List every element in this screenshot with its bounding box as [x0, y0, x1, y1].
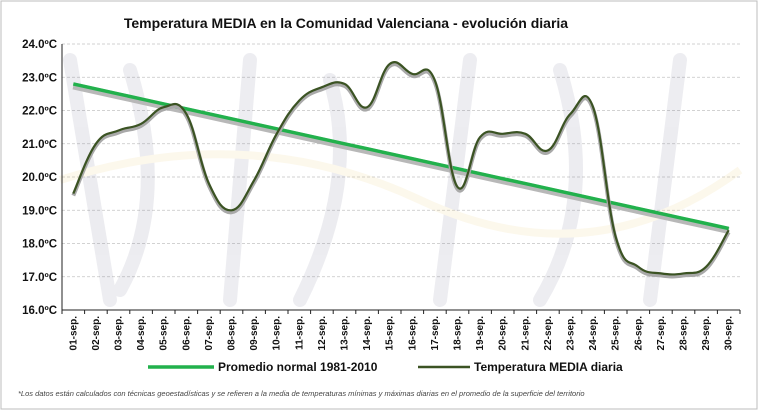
x-tick-label: 26-sep. — [633, 316, 644, 351]
x-tick-label: 19-sep. — [475, 316, 486, 351]
x-tick-label: 05-sep. — [159, 316, 170, 351]
x-tick-label: 20-sep. — [498, 316, 509, 351]
x-tick-label: 09-sep. — [249, 316, 260, 351]
axes — [61, 44, 741, 314]
y-tick-label: 20.0ºC — [22, 172, 57, 184]
y-tick-label: 24.0ºC — [22, 39, 57, 51]
x-tick-label: 17-sep. — [430, 316, 441, 351]
x-tick-label: 02-sep. — [91, 316, 102, 351]
x-tick-label: 11-sep. — [294, 316, 305, 350]
x-tick-label: 27-sep. — [656, 316, 667, 351]
y-tick-labels: 16.0ºC 17.0ºC 18.0ºC 19.0ºC 20.0ºC 21.0ºC 22.0… — [22, 39, 57, 317]
legend: Promedio normal 1981-2010 Temperatura MED… — [148, 360, 623, 374]
x-tick-label: 13-sep. — [340, 316, 351, 351]
y-tick-label: 22.0ºC — [22, 106, 57, 118]
chart-title: Temperatura MEDIA en la Comunidad Valenc… — [124, 15, 568, 31]
y-tick-label: 21.0ºC — [22, 139, 57, 151]
y-tick-label: 18.0ºC — [22, 239, 57, 251]
x-tick-label: 25-sep. — [611, 316, 622, 351]
x-tick-label: 06-sep. — [181, 316, 192, 351]
y-tick-label: 16.0ºC — [22, 305, 57, 317]
x-tick-label: 21-sep. — [520, 316, 531, 351]
y-tick-label: 23.0ºC — [22, 72, 57, 84]
legend-label: Promedio normal 1981-2010 — [218, 360, 378, 374]
y-tick-label: 19.0ºC — [22, 205, 57, 217]
series-line-temperatura-media — [72, 61, 730, 276]
x-tick-label: 28-sep. — [679, 316, 690, 351]
x-tick-label: 30-sep. — [724, 316, 735, 351]
y-tick-label: 17.0ºC — [22, 272, 57, 284]
x-tick-label: 23-sep. — [566, 316, 577, 351]
x-tick-label: 12-sep. — [317, 316, 328, 351]
x-tick-label: 29-sep. — [701, 316, 712, 351]
x-tick-label: 18-sep. — [453, 316, 464, 351]
x-tick-label: 03-sep. — [114, 316, 125, 351]
x-tick-label: 22-sep. — [543, 316, 554, 351]
x-tick-label: 16-sep. — [407, 316, 418, 351]
x-tick-labels: 01-sep. 02-sep. 03-sep. 04-sep. 05-sep. 06-se… — [68, 316, 734, 351]
x-tick-label: 01-sep. — [68, 316, 79, 351]
x-tick-label: 10-sep. — [272, 316, 283, 351]
x-tick-label: 15-sep. — [385, 316, 396, 351]
x-tick-label: 07-sep. — [204, 316, 215, 351]
x-tick-label: 14-sep. — [362, 316, 373, 351]
x-tick-label: 04-sep. — [136, 316, 147, 351]
legend-label: Temperatura MEDIA diaria — [474, 360, 623, 374]
footnote: *Los datos están calculados con técnicas… — [18, 389, 585, 398]
x-tick-label: 24-sep. — [588, 316, 599, 351]
series-lines — [71, 61, 731, 279]
x-tick-label: 08-sep. — [227, 316, 238, 351]
